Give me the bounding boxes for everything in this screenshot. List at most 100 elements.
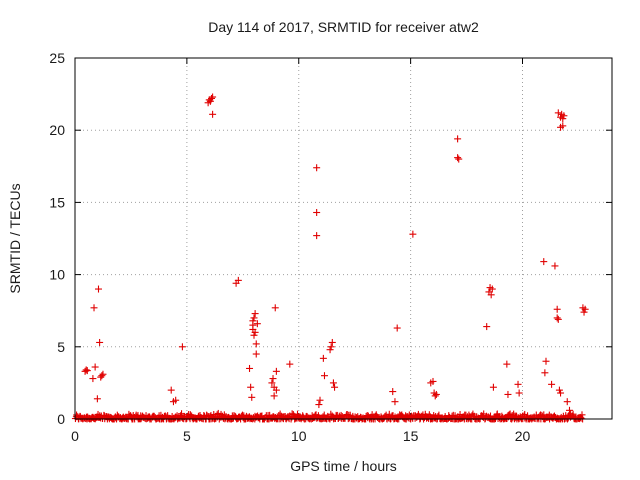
data-point [409,230,417,238]
x-tick-label: 15 [403,428,419,444]
data-point [99,370,107,378]
data-point [91,363,99,371]
data-point [391,398,399,406]
data-point [313,232,321,240]
data-point [563,398,571,406]
data-point [247,383,255,391]
data-point [504,390,512,398]
data-point [252,340,260,348]
data-point [389,388,397,396]
data-point [560,112,568,120]
data-point [252,350,260,358]
y-tick-label: 15 [49,194,65,210]
y-tick-label: 25 [49,50,65,66]
data-point [557,389,565,397]
data-point [431,392,439,400]
data-point [331,383,339,391]
data-point [559,115,567,123]
data-point [271,304,279,312]
data-point [514,380,522,388]
data-point [487,291,495,299]
data-point [551,262,559,270]
data-point [167,386,175,394]
x-tick-label: 5 [183,428,191,444]
axis-ticks: 0 5 10 15 20 0 5 10 15 20 25 [49,50,612,444]
grid-lines [75,58,612,419]
data-point [270,392,278,400]
data-point [83,367,91,375]
data-point [251,328,259,336]
x-tick-label: 20 [515,428,531,444]
data-point [515,389,523,397]
data-point [96,338,104,346]
plot-frame [74,57,613,420]
data-point [541,369,549,377]
data-point [315,401,323,409]
data-point [268,379,276,387]
data-point [209,93,217,101]
x-axis-label: GPS time / hours [290,458,397,474]
data-point [316,396,324,404]
data-point [432,390,440,398]
data-point [580,308,588,316]
data-point [320,372,328,380]
data-point [98,372,106,380]
data-point [569,410,577,418]
data-point [565,406,573,414]
data-point [253,320,261,328]
data-point [455,155,463,163]
data-point [555,386,563,394]
data-point [286,360,294,368]
y-tick-label: 0 [57,411,65,427]
data-point [207,94,215,102]
data-point [326,346,334,354]
x-tick-label: 10 [291,428,307,444]
data-point [554,315,562,323]
data-point [209,110,217,118]
data-point [483,323,491,331]
data-point [505,411,513,419]
data-point [90,304,98,312]
data-point [503,360,511,368]
data-point [553,305,561,313]
data-point [246,364,254,372]
data-point [581,305,589,313]
data-point [313,164,321,172]
data-point [327,343,335,351]
data-point [542,357,550,365]
data-point [540,258,548,266]
y-axis-label: SRMTID / TECUs [7,183,23,293]
data-point [548,380,556,388]
data-point [206,97,214,105]
data-point [272,386,280,394]
y-tick-label: 20 [49,122,65,138]
data-point [94,285,102,293]
data-point [89,375,97,383]
y-tick-label: 5 [57,339,65,355]
data-point [454,154,462,162]
data-point [328,338,336,346]
chart-title: Day 114 of 2017, SRMTID for receiver atw… [208,19,479,35]
data-point [329,379,337,387]
data-point [234,276,242,284]
data-point [393,324,401,332]
data-point [454,135,462,143]
data-point [248,393,256,401]
data-point [269,375,277,383]
data-point [313,209,321,217]
data-point [559,122,567,130]
x-tick-label: 0 [71,428,79,444]
data-point [251,310,259,318]
data-point [577,414,585,422]
data-point [250,314,258,322]
data-point [553,314,561,322]
data-point [172,396,180,404]
data-point [93,395,101,403]
data-point [73,411,81,419]
data-point [250,331,258,339]
data-point [578,411,586,419]
data-point [554,109,562,117]
data-point [319,354,327,362]
data-point [272,367,280,375]
